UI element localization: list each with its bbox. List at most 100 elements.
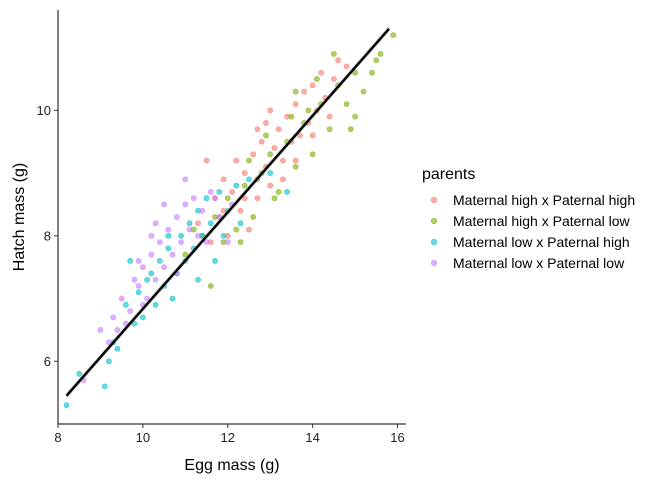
data-point-series-3 (195, 276, 201, 283)
data-point-series-2 (360, 88, 367, 95)
data-point-series-2 (330, 51, 337, 57)
data-point-series-3 (144, 276, 151, 283)
data-point-series-3 (101, 383, 108, 390)
x-tick-label: 14 (305, 430, 319, 445)
data-point-series-1 (220, 176, 227, 183)
data-point-series-3 (186, 220, 193, 227)
data-point-series-3 (284, 189, 291, 195)
data-point-series-4 (135, 283, 142, 289)
data-point-series-3 (246, 176, 252, 183)
x-axis-ticks: 8 10 12 14 16 (54, 424, 405, 445)
data-point-series-4 (152, 276, 159, 283)
data-point-series-4 (216, 214, 223, 220)
data-point-series-2 (275, 189, 282, 195)
data-point-series-3 (220, 232, 227, 239)
data-point-series-4 (156, 239, 163, 245)
data-point-series-2 (263, 132, 269, 139)
data-point-series-1 (280, 157, 286, 164)
data-point-series-4 (186, 226, 193, 233)
data-point-series-1 (233, 157, 240, 164)
data-point-series-4 (97, 327, 104, 333)
data-point-series-3 (156, 258, 163, 264)
data-point-series-1 (241, 195, 248, 202)
data-point-series-4 (106, 339, 112, 346)
x-tick-label: 10 (136, 430, 150, 445)
data-point-series-3 (178, 232, 184, 239)
data-point-series-4 (182, 176, 189, 183)
data-point-series-1 (292, 101, 299, 107)
data-point-series-4 (161, 201, 167, 208)
data-point-series-1 (254, 126, 261, 133)
data-point-series-3 (127, 258, 134, 264)
data-point-series-3 (114, 345, 121, 352)
data-point-series-1 (335, 57, 341, 64)
data-point-series-3 (152, 301, 159, 308)
data-point-series-4 (152, 220, 159, 227)
y-tick-label: 8 (44, 228, 51, 243)
data-point-series-1 (297, 132, 303, 139)
data-point-series-1 (250, 151, 257, 158)
data-point-series-4 (114, 327, 121, 333)
data-point-series-2 (373, 57, 380, 64)
data-point-series-3 (139, 314, 146, 321)
data-point-series-1 (343, 63, 350, 70)
data-point-series-4 (195, 232, 201, 239)
data-point-series-4 (127, 308, 134, 314)
data-point-series-4 (131, 276, 138, 283)
data-point-series-1 (309, 82, 316, 89)
data-point-series-3 (76, 370, 83, 377)
legend-key-series-4 (430, 259, 438, 267)
data-point-series-2 (267, 151, 274, 158)
data-point-series-2 (233, 226, 240, 233)
data-point-series-4 (169, 251, 176, 258)
data-point-series-2 (288, 113, 295, 120)
data-point-series-2 (237, 239, 244, 245)
y-tick-label: 6 (44, 354, 51, 369)
data-point-series-3 (233, 182, 240, 189)
data-point-series-4 (148, 232, 155, 239)
data-point-series-4 (144, 295, 151, 302)
data-point-series-2 (326, 126, 333, 133)
data-point-series-1 (318, 69, 325, 76)
data-point-series-4 (139, 264, 146, 271)
data-point-series-2 (309, 151, 316, 158)
data-point-series-3 (106, 358, 112, 365)
data-point-series-3 (148, 270, 155, 277)
data-point-series-2 (390, 32, 397, 38)
data-point-series-4 (110, 314, 117, 321)
data-point-series-1 (301, 88, 308, 95)
data-point-series-3 (169, 295, 176, 302)
data-point-series-1 (267, 107, 274, 114)
data-point-series-4 (199, 207, 206, 214)
legend: parents Maternal high x Paternal high Mat… (422, 166, 635, 271)
x-tick-label: 16 (390, 430, 404, 445)
data-point-series-3 (207, 220, 214, 227)
data-point-series-3 (63, 402, 70, 409)
data-point-series-1 (203, 157, 210, 164)
legend-key-series-2 (430, 217, 438, 225)
data-point-series-1 (309, 132, 316, 139)
data-point-series-1 (254, 195, 261, 202)
data-point-series-1 (246, 226, 252, 233)
legend-key-series-1 (430, 196, 438, 204)
data-point-series-2 (182, 251, 189, 258)
data-point-series-3 (212, 258, 218, 264)
data-point-series-2 (352, 69, 358, 76)
data-point-series-3 (203, 195, 210, 202)
data-point-series-2 (224, 195, 231, 202)
data-point-series-2 (271, 195, 278, 202)
x-axis-title: Egg mass (g) (184, 457, 279, 474)
legend-label-series-1: Maternal high x Paternal high (453, 192, 635, 208)
data-point-series-3 (237, 220, 244, 227)
data-point-series-4 (173, 214, 180, 220)
data-point-series-1 (280, 176, 286, 183)
data-point-series-2 (292, 88, 299, 95)
data-point-series-4 (135, 258, 142, 264)
data-point-series-2 (207, 283, 214, 289)
data-point-series-4 (118, 295, 125, 302)
data-point-series-1 (237, 207, 244, 214)
data-point-series-2 (250, 214, 257, 220)
data-point-series-4 (207, 189, 214, 195)
data-point-series-2 (305, 107, 312, 114)
